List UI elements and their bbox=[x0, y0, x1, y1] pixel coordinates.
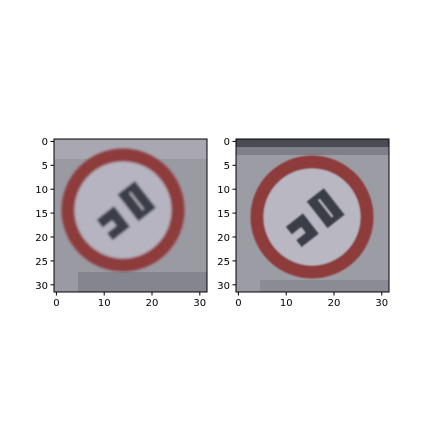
y-tick-label: 25 bbox=[35, 257, 48, 268]
y-axis-right bbox=[232, 140, 236, 286]
y-tick-label: 15 bbox=[35, 209, 48, 220]
sign-image-left bbox=[54, 139, 207, 292]
x-axis-left bbox=[55, 292, 201, 296]
x-tick-label: 10 bbox=[98, 298, 111, 309]
y-tick-label: 5 bbox=[224, 161, 230, 172]
y-axis-left bbox=[50, 140, 54, 286]
x-tick-label: 0 bbox=[53, 298, 59, 309]
y-tick-label: 10 bbox=[217, 185, 230, 196]
x-tick-label: 10 bbox=[280, 298, 293, 309]
y-tick-label: 5 bbox=[42, 161, 48, 172]
y-tick-label: 25 bbox=[217, 257, 230, 268]
x-tick-label: 20 bbox=[146, 298, 159, 309]
y-tick-label: 15 bbox=[217, 209, 230, 220]
x-tick-label: 20 bbox=[328, 298, 341, 309]
y-tick-label: 10 bbox=[35, 185, 48, 196]
y-tick-label: 30 bbox=[217, 281, 230, 292]
panel-right: 0 5 10 15 20 25 30 0 10 20 30 bbox=[217, 137, 390, 309]
sign-image-right bbox=[236, 139, 389, 292]
panel-left: 0 5 10 15 20 25 30 0 10 20 30 bbox=[35, 137, 208, 309]
y-tick-label: 0 bbox=[224, 137, 230, 148]
x-axis-right bbox=[237, 292, 383, 296]
axes-frame-left bbox=[53, 138, 208, 293]
y-tick-label: 30 bbox=[35, 281, 48, 292]
y-tick-label: 20 bbox=[35, 233, 48, 244]
y-tick-label: 20 bbox=[217, 233, 230, 244]
axes-frame-right bbox=[235, 138, 390, 293]
x-tick-label: 0 bbox=[235, 298, 241, 309]
x-tick-label: 30 bbox=[375, 298, 388, 309]
y-tick-label: 0 bbox=[42, 137, 48, 148]
x-tick-label: 30 bbox=[193, 298, 206, 309]
